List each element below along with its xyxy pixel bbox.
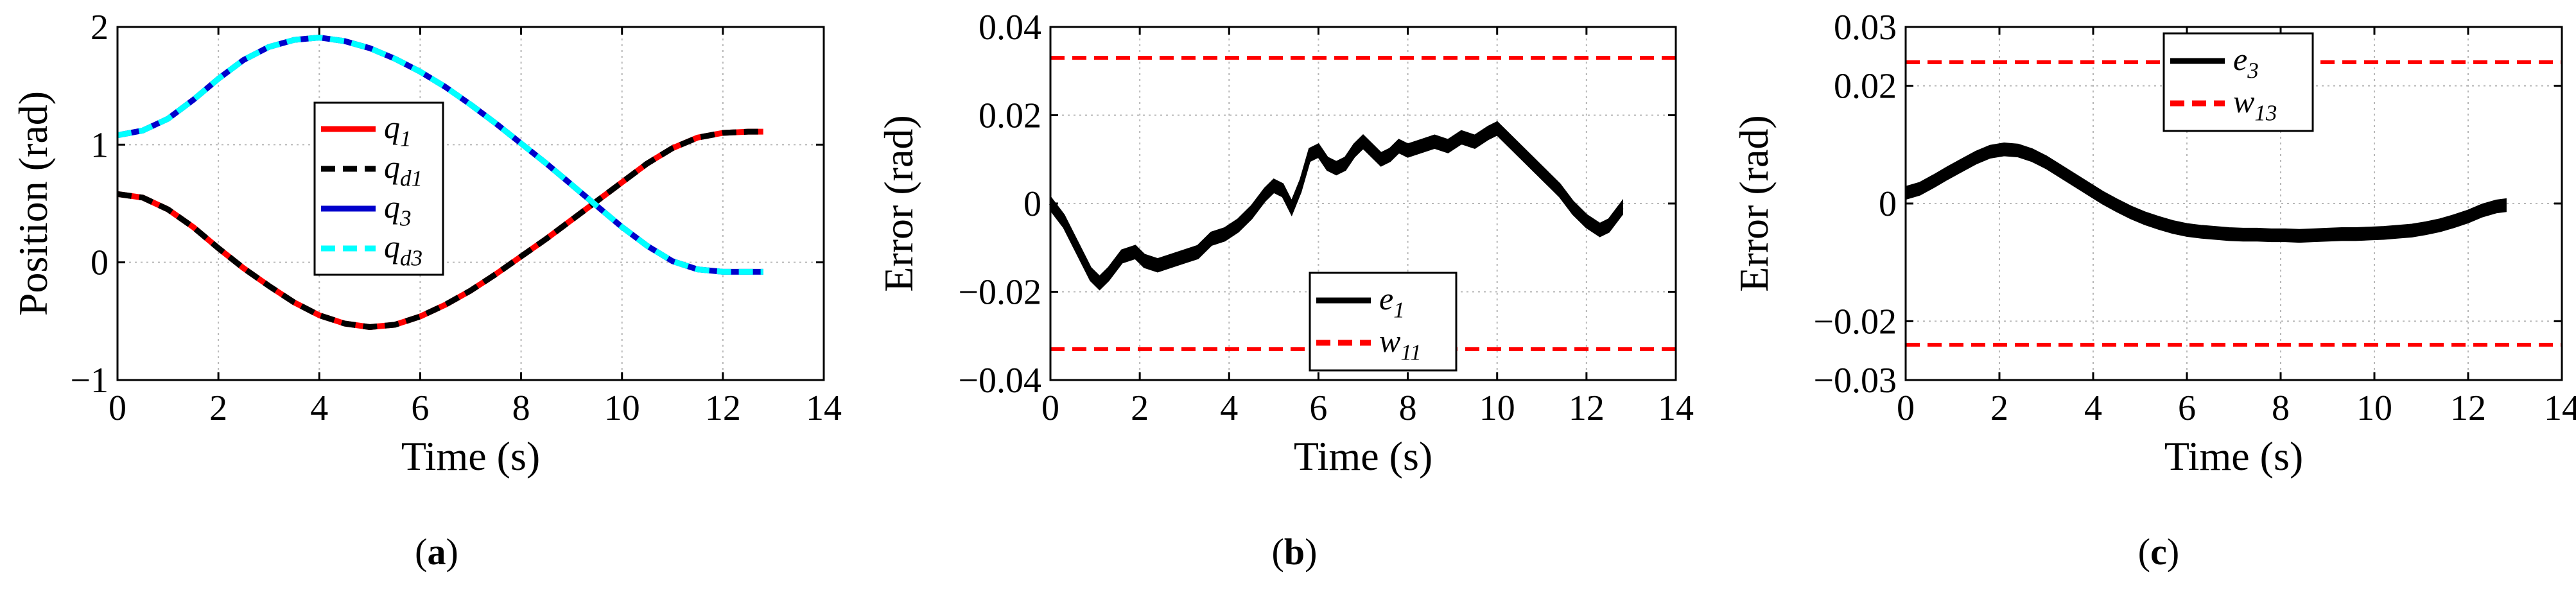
legend-label-q_d1: qd1 — [384, 149, 422, 191]
legend-label-q_3: q3 — [384, 189, 412, 231]
x-tick-label: 8 — [1399, 388, 1417, 428]
x-axis-label: Time (s) — [401, 433, 540, 479]
x-axis-label: Time (s) — [1294, 433, 1432, 479]
y-tick-label: −0.03 — [1813, 361, 1897, 401]
legend-label-e_1: e1 — [1379, 281, 1405, 323]
x-tick-label: 6 — [1309, 388, 1327, 428]
chart-panel-c: 0 2 4 6 8 10 12 14 −0.03 −0.02 0 0.02 0.03 Time (s) Er… — [1731, 8, 2576, 479]
x-tick-label: 14 — [2544, 388, 2576, 428]
y-axis-label: Error (rad) — [1731, 115, 1777, 291]
x-tick-label: 6 — [411, 388, 429, 428]
y-tick-label: 0.02 — [1834, 67, 1897, 107]
x-tick-label: 8 — [2272, 388, 2290, 428]
series-q_d1-line — [117, 128, 763, 330]
y-tick-label: −0.02 — [958, 273, 1041, 313]
chart-panel-b: 0 2 4 6 8 10 12 14 −0.04 −0.02 0 0.02 0.04 Time (s) Er… — [876, 8, 1694, 479]
y-axis-label: Error (rad) — [876, 115, 921, 291]
legend-label-w_13: w13 — [2233, 83, 2277, 126]
y-tick-label: 0.04 — [979, 8, 1041, 48]
y-tick-label: 0.02 — [979, 96, 1041, 136]
panel-caption-c: (c) — [2137, 531, 2180, 573]
x-tick-label: 4 — [310, 388, 328, 428]
x-tick-label: 0 — [109, 388, 126, 428]
x-tick-label: 10 — [604, 388, 640, 428]
x-tick-label: 0 — [1897, 388, 1915, 428]
x-tick-label: 2 — [209, 388, 227, 428]
legend-box — [2163, 32, 2314, 132]
series-e_3-band — [1904, 142, 2507, 243]
axes-box — [116, 26, 825, 381]
panel-caption-a: (a) — [415, 531, 458, 573]
legend-label-e_3: e3 — [2233, 41, 2259, 83]
panel-caption-b: (b) — [1271, 531, 1318, 573]
y-tick-label: 0 — [1023, 184, 1041, 224]
panel-caption-a-letter: a — [427, 531, 446, 573]
y-axis-label: Position (rad) — [10, 91, 56, 316]
x-axis-label: Time (s) — [2164, 433, 2303, 479]
x-tick-label: 0 — [1041, 388, 1059, 428]
series-e_3-line — [1905, 148, 2506, 238]
x-tick-label: 12 — [2450, 388, 2486, 428]
y-tick-label: −1 — [70, 361, 109, 401]
x-tick-label: 10 — [1479, 388, 1515, 428]
series-e_1-band — [1049, 121, 1624, 291]
x-tick-label: 8 — [512, 388, 530, 428]
x-tick-label: 14 — [1658, 388, 1694, 428]
panel-caption-c-letter: c — [2150, 531, 2167, 573]
y-tick-label: 2 — [91, 8, 109, 48]
y-tick-label: 0.03 — [1834, 8, 1897, 48]
series-e_1-line — [1049, 126, 1624, 285]
legend-label-w_11: w11 — [1379, 323, 1422, 365]
legend-box — [1309, 272, 1458, 372]
y-tick-label: 0 — [91, 243, 109, 283]
legend-label-q_d3: qd3 — [384, 229, 422, 271]
x-tick-label: 4 — [1220, 388, 1238, 428]
series-q_d3-line — [117, 35, 763, 275]
x-tick-label: 2 — [1990, 388, 2008, 428]
x-tick-label: 12 — [1569, 388, 1605, 428]
y-tick-label: 0 — [1879, 184, 1897, 224]
x-tick-label: 6 — [2178, 388, 2196, 428]
x-tick-label: 10 — [2356, 388, 2392, 428]
y-tick-label: −0.02 — [1813, 302, 1897, 342]
y-tick-label: 1 — [91, 125, 109, 165]
y-tick-label: −0.04 — [958, 361, 1041, 401]
x-tick-label: 12 — [705, 388, 741, 428]
x-tick-label: 2 — [1131, 388, 1149, 428]
x-tick-label: 14 — [806, 388, 842, 428]
legend-label-q_1: q1 — [384, 109, 412, 151]
x-tick-label: 4 — [2084, 388, 2102, 428]
panel-caption-b-letter: b — [1284, 531, 1305, 573]
